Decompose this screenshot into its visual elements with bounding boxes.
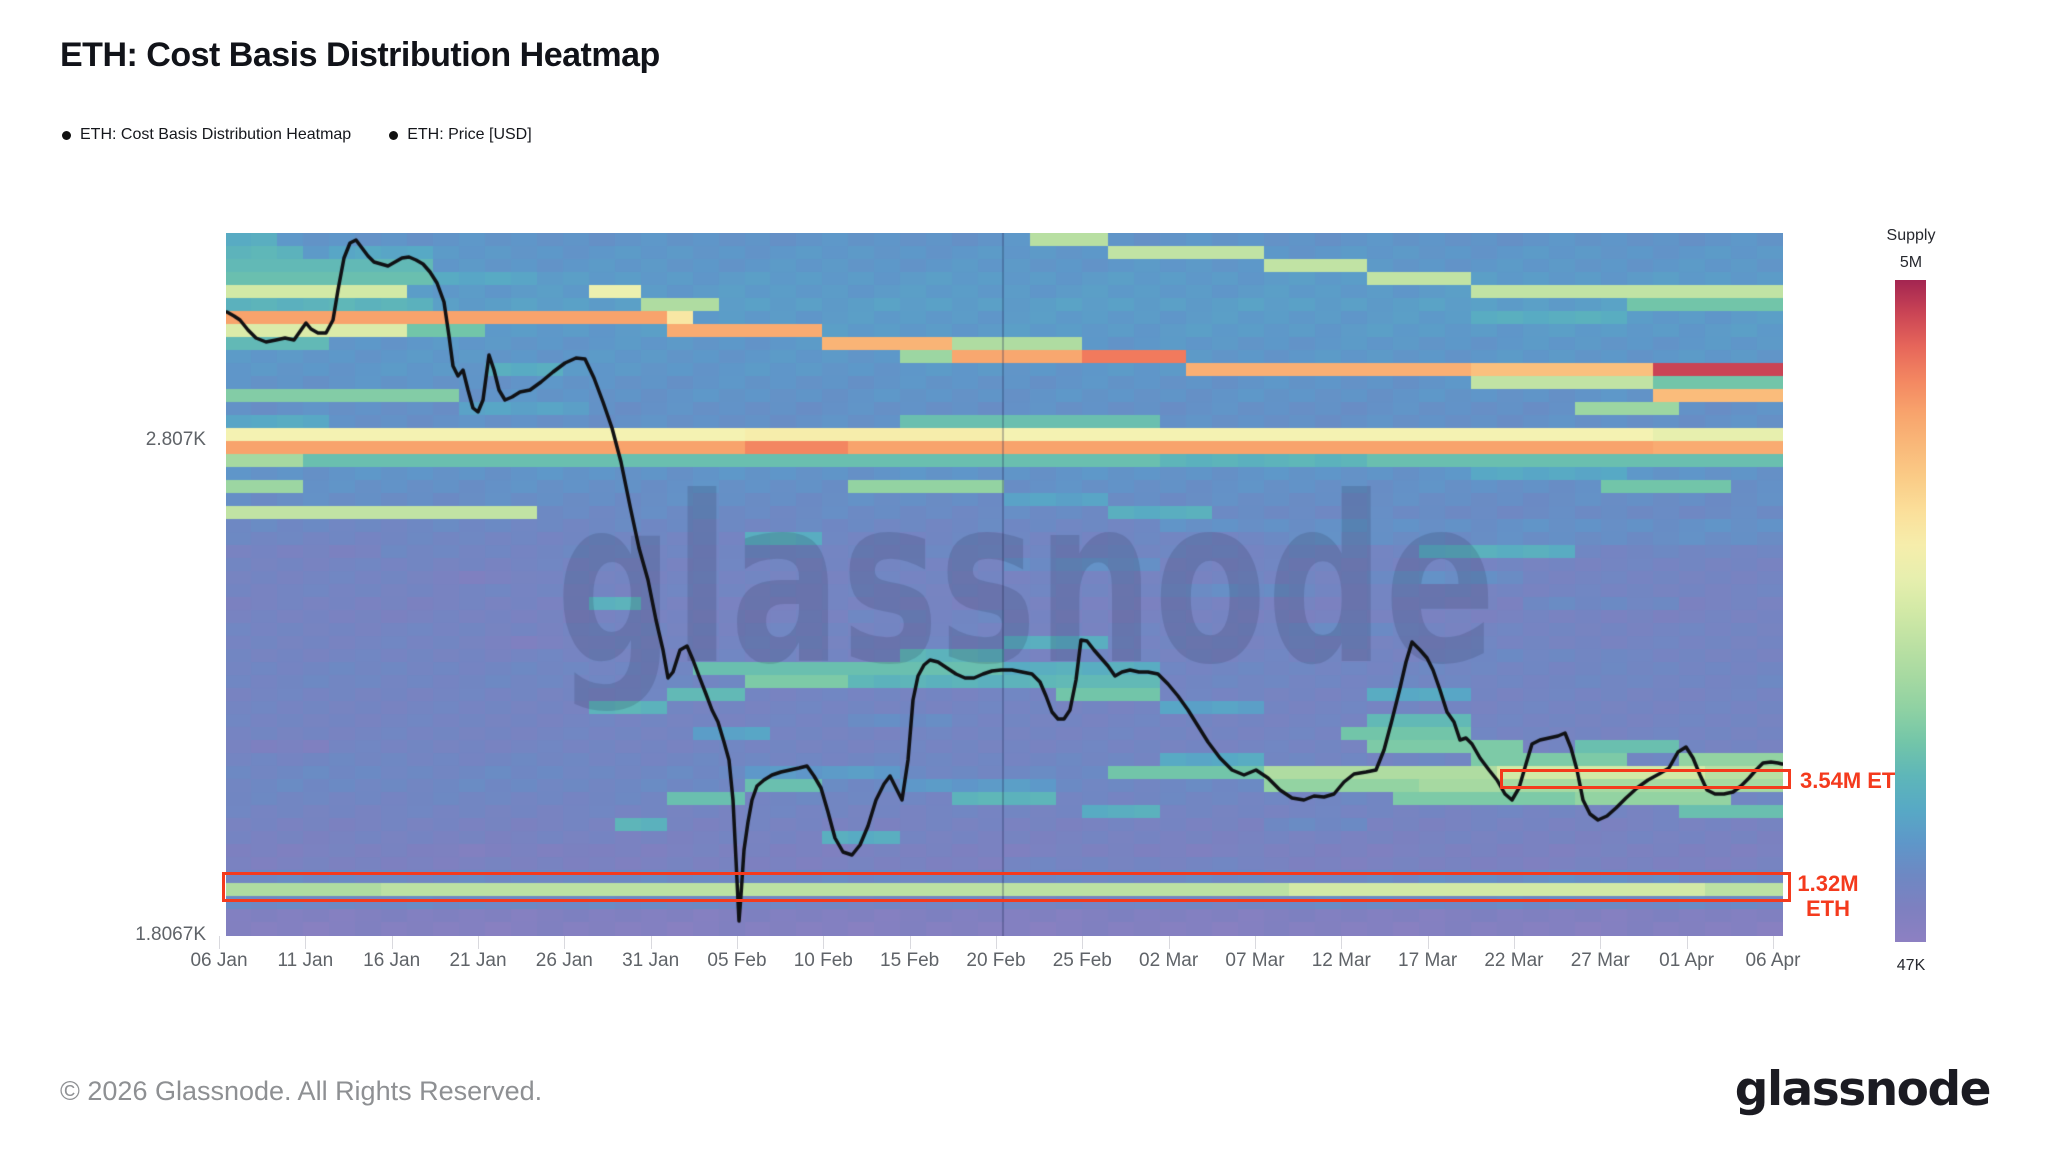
x-axis-tick-mark (650, 936, 652, 949)
y-axis-tick-label: 1.8067K (135, 924, 206, 945)
x-axis-tick-mark (391, 936, 393, 949)
colorbar-min-label: 47K (1896, 957, 1926, 974)
x-axis-tick-label: 05 Feb (707, 950, 767, 971)
x-axis-tick-mark (1082, 936, 1084, 949)
x-axis-tick-label: 12 Mar (1311, 950, 1371, 971)
x-axis-tick-mark (1168, 936, 1170, 949)
legend-label-price: ETH: Price [USD] (407, 126, 532, 143)
annotation-label-3-54m: 3.54M ETH (1800, 768, 1912, 793)
x-axis-tick-label: 25 Feb (1052, 950, 1112, 971)
y-axis-tick-label: 2.807K (145, 429, 206, 450)
supply-colorbar (1895, 280, 1926, 942)
copyright-text: © 2026 Glassnode. All Rights Reserved. (60, 1076, 543, 1106)
x-axis-tick-mark (1600, 936, 1602, 949)
x-axis-tick-label: 22 Mar (1484, 950, 1544, 971)
x-axis-tick-label: 20 Feb (966, 950, 1026, 971)
legend-item-heatmap[interactable]: ETH: Cost Basis Distribution Heatmap (62, 126, 351, 144)
legend-label-heatmap: ETH: Cost Basis Distribution Heatmap (80, 126, 352, 143)
x-axis-tick-label: 15 Feb (880, 950, 940, 971)
x-axis-tick-label: 06 Apr (1745, 950, 1801, 971)
x-axis-tick-label: 10 Feb (793, 950, 853, 971)
x-axis-tick-label: 16 Jan (363, 950, 421, 971)
x-axis-tick-mark (1513, 936, 1515, 949)
x-axis-tick-label: 06 Jan (190, 950, 248, 971)
page-title: ETH: Cost Basis Distribution Heatmap (60, 36, 660, 74)
x-axis-tick-label: 26 Jan (535, 950, 593, 971)
x-axis-tick-mark (1772, 936, 1774, 949)
x-axis-tick-mark (909, 936, 911, 949)
x-axis-tick-label: 27 Mar (1570, 950, 1630, 971)
x-axis-tick-mark (1341, 936, 1343, 949)
legend-dot-icon (62, 130, 71, 140)
x-axis-tick-label: 17 Mar (1398, 950, 1458, 971)
x-axis-tick-label: 11 Jan (277, 950, 334, 971)
heatmap-plot[interactable] (226, 233, 1783, 936)
annotation-box-3-54m (1500, 769, 1791, 789)
x-axis-tick-label: 07 Mar (1225, 950, 1285, 971)
x-axis-tick-label: 31 Jan (622, 950, 680, 971)
x-axis-tick-mark (1254, 936, 1256, 949)
x-axis-tick-mark (1686, 936, 1688, 949)
chart-legend: ETH: Cost Basis Distribution Heatmap ETH… (62, 126, 532, 144)
x-axis-tick-mark (1427, 936, 1429, 949)
x-axis-tick-mark (736, 936, 738, 949)
legend-item-price[interactable]: ETH: Price [USD] (389, 126, 532, 144)
x-axis-tick-mark (477, 936, 479, 949)
x-axis-tick-mark (305, 936, 307, 949)
x-axis-tick-mark (564, 936, 566, 949)
colorbar-max-label: 5M (1899, 254, 1923, 271)
x-axis-tick-mark (219, 936, 220, 949)
x-axis-tick-label: 02 Mar (1139, 950, 1199, 971)
x-axis-tick-mark (995, 936, 997, 949)
x-axis-tick-label: 21 Jan (449, 950, 507, 971)
x-axis-tick-label: 01 Apr (1659, 950, 1715, 971)
annotation-box-1-32m (222, 872, 1791, 902)
x-axis-tick-mark (823, 936, 825, 949)
colorbar-title: Supply (1886, 227, 1936, 244)
annotation-label-1-32m: 1.32M ETH (1797, 871, 1859, 921)
legend-dot-icon (389, 130, 399, 140)
glassnode-logo[interactable]: glassnode (1734, 1062, 1992, 1117)
